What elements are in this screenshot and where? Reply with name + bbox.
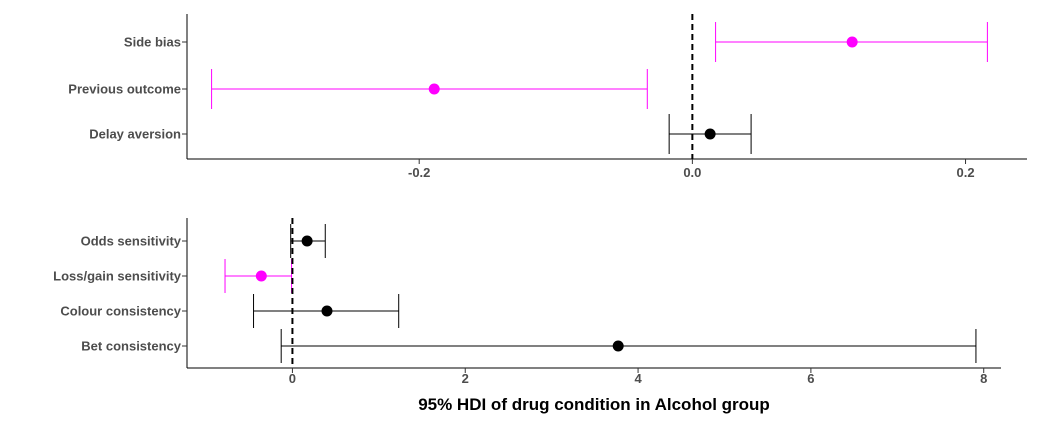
x-axis-title: 95% HDI of drug condition in Alcohol gro…: [418, 395, 770, 414]
point-estimate-marker: [301, 235, 313, 247]
y-tick-label: Colour consistency: [60, 304, 181, 319]
x-tick-label: 4: [634, 371, 642, 386]
point-estimate-marker: [321, 305, 333, 317]
y-tick-label: Bet consistency: [81, 339, 181, 354]
y-tick-label: Side bias: [124, 35, 181, 50]
x-tick-label: 0.2: [956, 165, 974, 180]
point-estimate-marker: [612, 340, 624, 352]
panel-1: -0.2 0.0 0.2 Side bias Previous outcome Delay…: [68, 14, 1027, 180]
x-tick-label: 6: [807, 371, 814, 386]
x-tick-label: -0.2: [408, 165, 430, 180]
x-tick-label: 2: [462, 371, 469, 386]
y-tick-label: Odds sensitivity: [81, 234, 182, 249]
y-tick-label: Loss/gain sensitivity: [53, 269, 182, 284]
y-tick-label: Previous outcome: [68, 82, 181, 97]
panel-2: 0 2 4 6 8 Odds sensitivity Loss/gain sensitivi…: [53, 218, 1001, 414]
point-estimate-marker: [428, 83, 440, 95]
x-tick-label: 0.0: [683, 165, 701, 180]
x-tick-label: 0: [289, 371, 296, 386]
x-tick-label: 8: [980, 371, 987, 386]
point-estimate-marker: [704, 128, 716, 140]
point-estimate-marker: [255, 270, 267, 282]
point-estimate-marker: [846, 36, 858, 48]
y-tick-label: Delay aversion: [89, 127, 181, 142]
